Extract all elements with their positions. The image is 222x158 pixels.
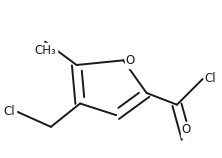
Text: Cl: Cl bbox=[4, 105, 15, 118]
Text: CH₃: CH₃ bbox=[34, 43, 56, 57]
Text: Cl: Cl bbox=[204, 73, 216, 85]
Text: O: O bbox=[182, 123, 191, 136]
Text: O: O bbox=[126, 54, 135, 67]
